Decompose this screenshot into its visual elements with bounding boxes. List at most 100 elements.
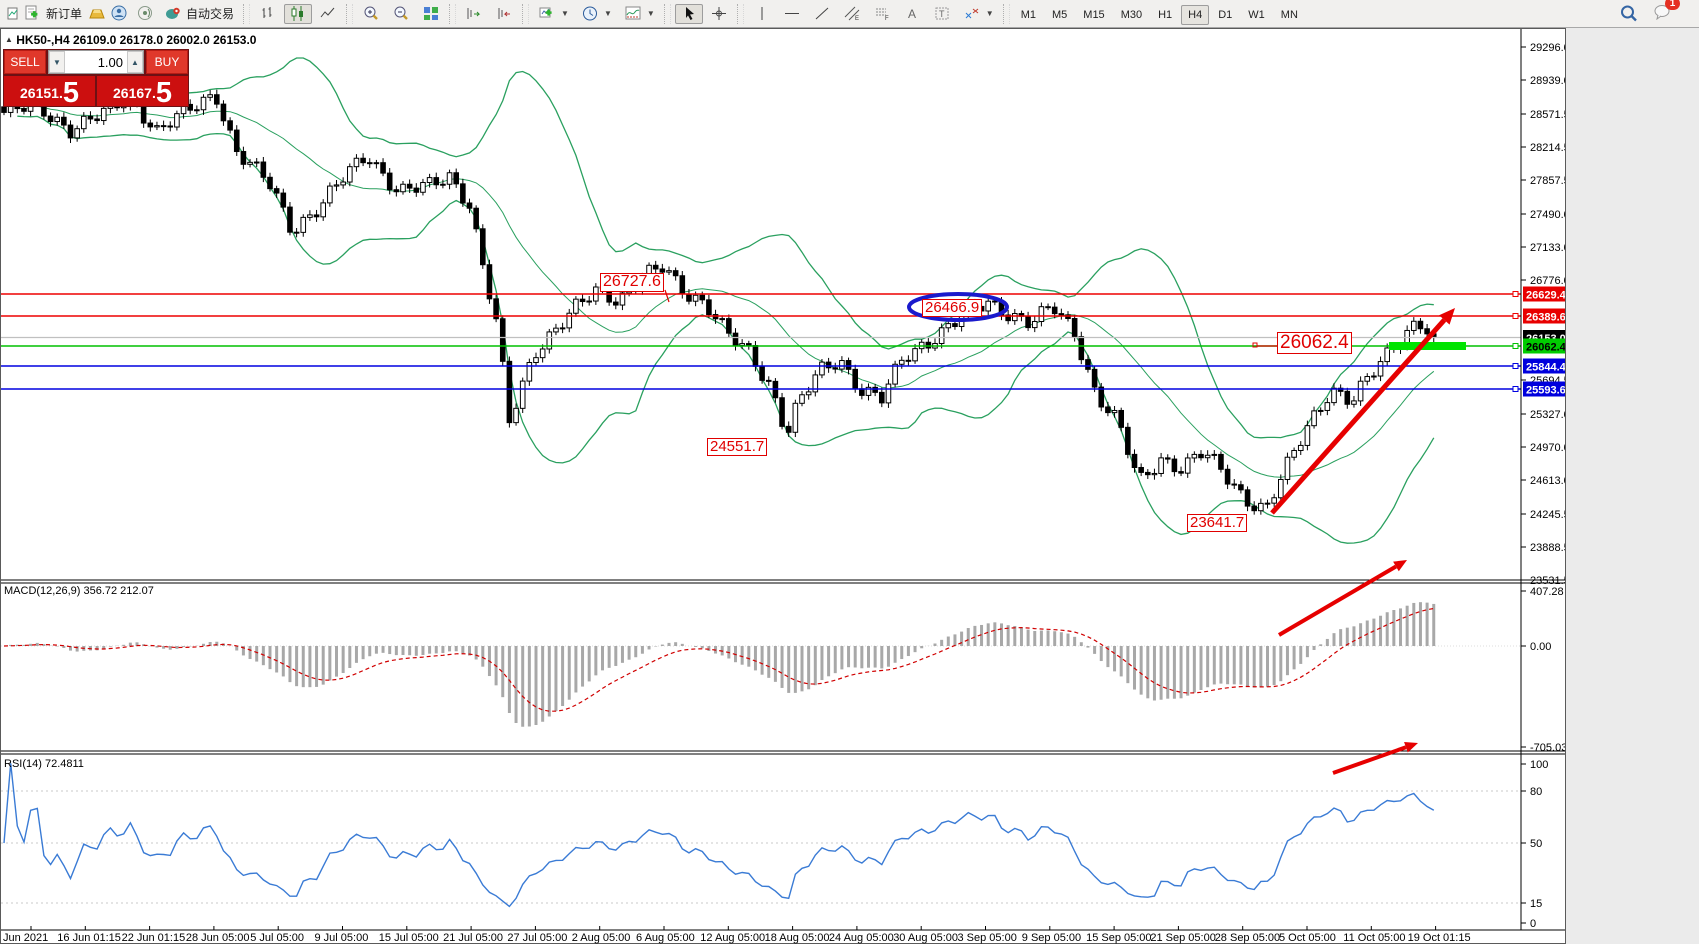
candle	[233, 129, 240, 153]
buy-price-display[interactable]: 26167. 5	[97, 76, 188, 108]
candle	[473, 207, 479, 230]
timeframe-m30[interactable]: M30	[1120, 8, 1143, 21]
chart-shift-button[interactable]	[460, 4, 488, 24]
candle	[1417, 320, 1424, 330]
candle	[267, 176, 273, 190]
fibonacci-tool-button[interactable]: F	[868, 4, 896, 24]
buy-button[interactable]: BUY	[146, 50, 188, 74]
trendline-tool-button[interactable]	[808, 4, 836, 24]
arrows-tool-button[interactable]: ▼	[958, 4, 999, 24]
cursor-tool-button[interactable]	[674, 3, 703, 24]
toolbar: 新订单 自动交易 ▼ ▼ ▼ E F A T ▼	[0, 0, 1699, 28]
candle	[812, 374, 819, 393]
candle	[1411, 320, 1417, 331]
candle	[905, 359, 912, 362]
time-axis-label: 5 Jul 05:00	[250, 932, 305, 944]
horizontal-line-tool-button[interactable]	[778, 4, 806, 24]
timeframe-mn[interactable]: MN	[1280, 8, 1298, 21]
timeframe-w1[interactable]: W1	[1248, 8, 1265, 21]
candle	[1357, 380, 1364, 402]
new-order-button[interactable]: 新订单	[19, 4, 87, 24]
candle	[1105, 406, 1111, 414]
sell-price-main: 26151.	[20, 85, 63, 101]
text-tool-button[interactable]: A	[898, 4, 926, 24]
period-button[interactable]: ▼	[576, 4, 617, 24]
timeframe-h4[interactable]: H4	[1181, 4, 1210, 25]
sell-button[interactable]: SELL	[4, 50, 46, 74]
candle	[154, 125, 160, 128]
axis-tick-label: 28939.0	[1530, 75, 1565, 87]
candle	[87, 115, 94, 120]
indicators-button[interactable]: ▼	[619, 4, 660, 24]
timeframe-d1[interactable]: D1	[1218, 8, 1233, 21]
price-callout[interactable]: 24551.7	[707, 438, 768, 456]
candle	[659, 268, 666, 273]
axis-tick-label: 29296.0	[1530, 42, 1565, 54]
crosshair-tool-button[interactable]	[705, 4, 733, 24]
gold-ingot-icon[interactable]	[88, 5, 106, 22]
bar-chart-type-button[interactable]	[254, 4, 282, 24]
candle	[1, 106, 7, 113]
price-callout[interactable]: 23641.7	[1187, 514, 1248, 532]
svg-text:T: T	[939, 9, 945, 19]
price-callout[interactable]: 26062.4	[1277, 332, 1352, 354]
candle	[992, 300, 998, 303]
zoom-out-button[interactable]	[387, 4, 415, 24]
line-chart-type-button[interactable]	[314, 4, 342, 24]
candle	[706, 299, 712, 316]
horizontal-line-icon	[783, 5, 801, 22]
chart-shift-icon	[465, 5, 483, 22]
candle	[61, 116, 67, 126]
axis-tick-label: 27857.5	[1530, 175, 1565, 187]
chart-canvas[interactable]: 29296.0 28939.0 28571.5 28214.5 27857.5 27490…	[1, 29, 1565, 943]
axis-tick-label: 24613.0	[1530, 475, 1565, 487]
market-watch-icon[interactable]	[110, 5, 128, 22]
candle	[333, 184, 340, 187]
candle	[240, 151, 247, 165]
candle	[1164, 457, 1171, 460]
search-icon[interactable]	[1619, 4, 1639, 24]
timeframe-m5[interactable]: M5	[1052, 8, 1068, 21]
timeframe-h1[interactable]: H1	[1158, 8, 1173, 21]
candle	[1198, 453, 1204, 459]
candle	[1098, 386, 1105, 408]
candle	[1038, 306, 1045, 323]
expand-triangle-icon[interactable]: ▲	[5, 35, 13, 44]
volume-increase-button[interactable]: ▲	[127, 51, 143, 73]
auto-scroll-button[interactable]	[490, 4, 518, 24]
axis-tick-label: 0.00	[1530, 641, 1551, 653]
volume-decrease-button[interactable]: ▼	[49, 51, 65, 73]
timeframe-m1[interactable]: M1	[1020, 8, 1036, 21]
candle	[366, 162, 373, 165]
zoom-in-button[interactable]	[357, 4, 385, 24]
candle	[327, 185, 333, 204]
timeframe-m15[interactable]: M15	[1083, 8, 1105, 21]
candle	[280, 192, 287, 208]
candle	[1051, 306, 1058, 315]
candle	[194, 109, 200, 112]
sell-price-display[interactable]: 26151. 5	[4, 76, 95, 108]
axis-tick-label: 100	[1530, 759, 1548, 771]
new-chart-button[interactable]: ▼	[533, 4, 574, 24]
candle	[1364, 376, 1371, 382]
tile-windows-button[interactable]	[417, 4, 445, 24]
notifications-button[interactable]: 1	[1653, 0, 1680, 25]
text-label-tool-button[interactable]: T	[928, 4, 956, 24]
price-callout[interactable]: 26466.9	[922, 299, 983, 317]
time-axis-label: 9 Sep 05:00	[1021, 932, 1082, 944]
vertical-line-tool-button[interactable]	[748, 4, 776, 24]
candle	[320, 202, 326, 218]
candlestick-chart-type-button[interactable]	[284, 3, 313, 24]
broadcast-icon[interactable]	[136, 5, 154, 22]
candle	[559, 327, 566, 330]
auto-trading-button[interactable]: 自动交易	[159, 4, 239, 24]
channel-tool-button[interactable]: E	[838, 4, 866, 24]
chart-window-icon[interactable]	[0, 5, 18, 22]
candle	[1111, 409, 1118, 414]
axis-tick-label: -705.03	[1530, 742, 1565, 754]
candle	[440, 183, 446, 186]
time-axis[interactable]: Jun 2021 16 Jun 01:15 22 Jun 01:15 28 Jun 0…	[1, 932, 1561, 944]
volume-value[interactable]: 1.00	[97, 54, 123, 70]
price-callout[interactable]: 26727.6	[600, 273, 664, 292]
candle	[466, 202, 473, 209]
